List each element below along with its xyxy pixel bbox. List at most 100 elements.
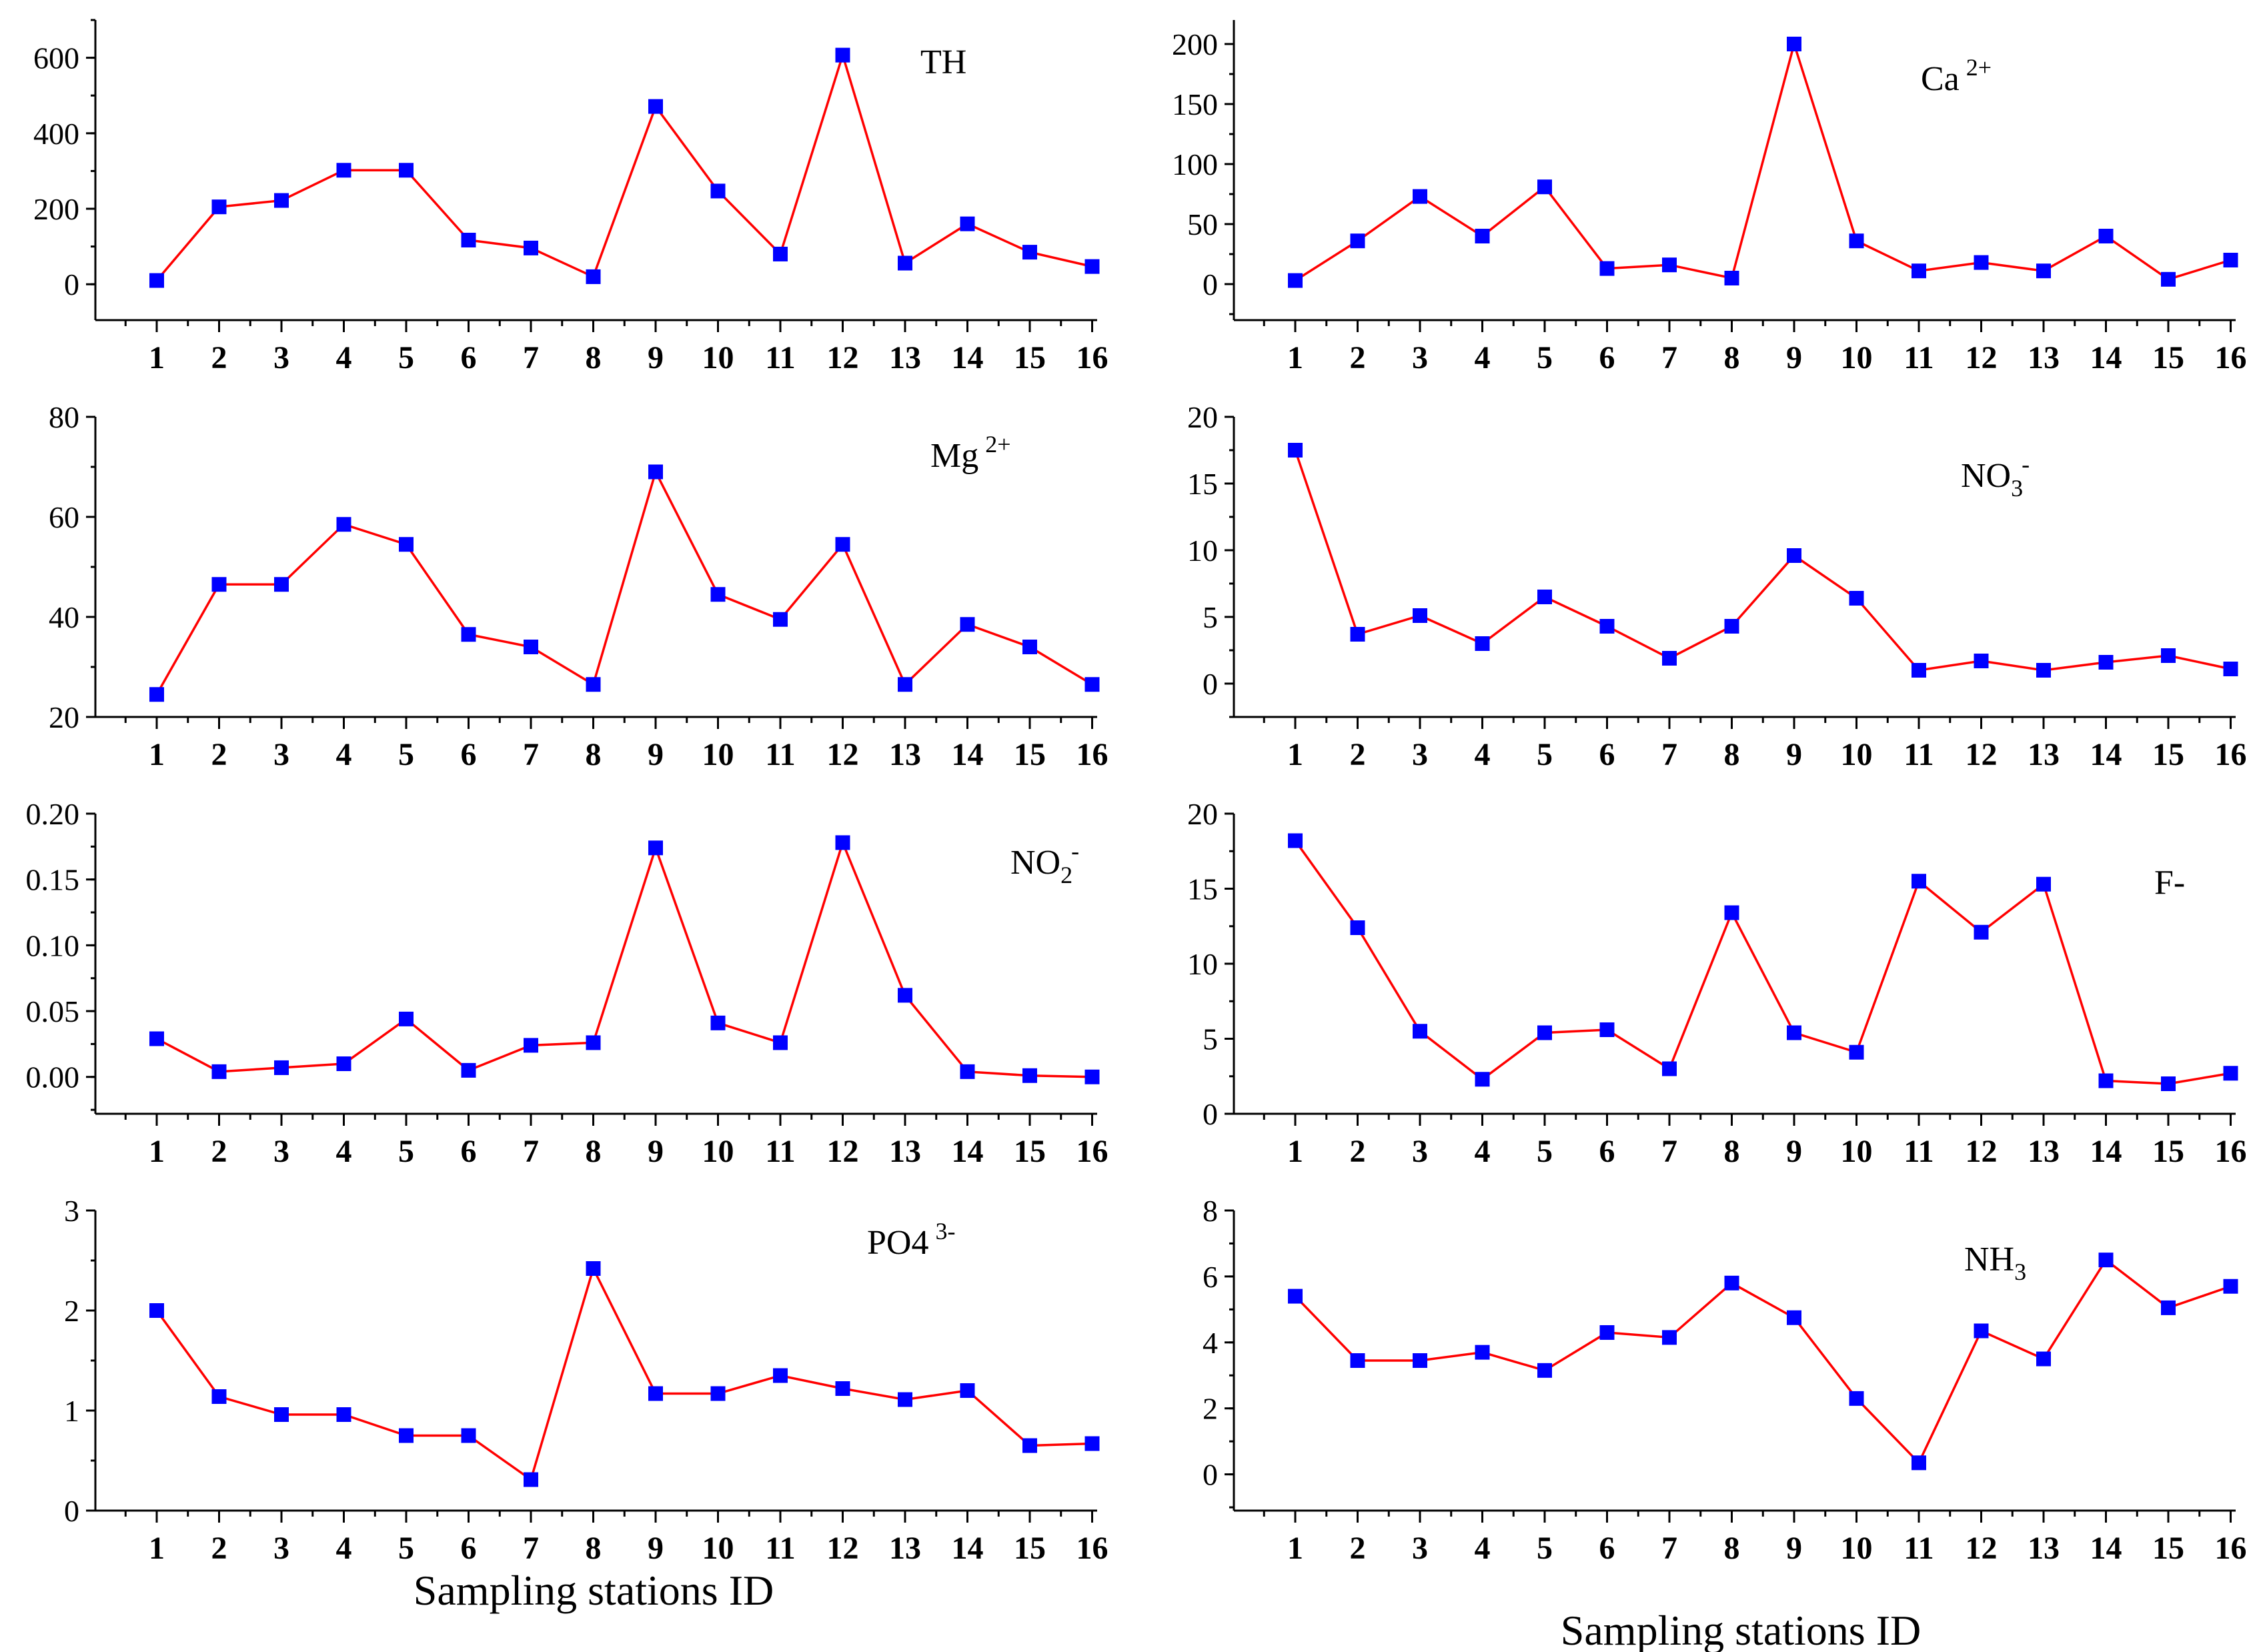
x-tick-label: 7 [1661, 737, 1677, 772]
x-tick-label: 12 [827, 1531, 859, 1566]
data-point [1849, 233, 1864, 249]
data-point [1288, 1289, 1303, 1304]
data-point [149, 687, 164, 702]
data-point [898, 677, 912, 692]
y-tick-label: 0 [1203, 1458, 1218, 1492]
panel-label-no2: NO2- [1010, 838, 1079, 888]
series-line [155, 1265, 1092, 1482]
x-tick-label: 4 [1475, 1134, 1491, 1169]
data-point [461, 1062, 476, 1078]
data-point [461, 1428, 476, 1443]
x-tick-label: 15 [2152, 737, 2184, 772]
data-point [1475, 636, 1490, 651]
data-point [586, 269, 601, 284]
series-line [1294, 450, 2231, 672]
x-tick-label: 16 [2215, 737, 2247, 772]
x-tick-label: 3 [1412, 737, 1428, 772]
data-point [1599, 261, 1615, 276]
data-point [2098, 655, 2114, 670]
y-tick-label: 200 [1172, 27, 1218, 61]
data-point [2036, 263, 2051, 279]
x-tick-label: 12 [827, 340, 859, 375]
x-tick-label: 13 [2028, 737, 2060, 772]
data-point [1413, 608, 1427, 623]
data-point [1662, 257, 1677, 273]
data-point [835, 1381, 850, 1396]
x-tick-label: 4 [1475, 340, 1491, 375]
x-tick-label: 9 [1786, 1134, 1802, 1169]
data-point [1475, 229, 1490, 243]
x-tick-label: 4 [336, 1134, 352, 1169]
y-tick-label: 10 [1187, 534, 1218, 568]
x-tick-label: 2 [211, 1531, 227, 1566]
data-point [336, 1407, 351, 1422]
x-tick-label: 11 [765, 737, 795, 772]
data-point [2161, 1076, 2176, 1091]
data-point [1724, 905, 1739, 920]
data-point [1787, 1025, 1801, 1040]
data-point [1537, 590, 1552, 604]
x-tick-label: 1 [1287, 340, 1303, 375]
x-tick-label: 15 [1014, 1531, 1046, 1566]
data-point [648, 464, 663, 480]
data-point [524, 640, 538, 654]
data-point [648, 1386, 663, 1401]
x-tick-label: 1 [149, 737, 165, 772]
data-point [524, 1038, 538, 1053]
data-point [211, 199, 227, 215]
y-tick-label: 600 [33, 41, 79, 75]
y-tick-label: 20 [49, 700, 79, 734]
data-point [524, 240, 538, 255]
x-tick-label: 3 [273, 1134, 289, 1169]
x-tick-label: 13 [889, 340, 921, 375]
x-tick-label: 14 [2090, 340, 2122, 375]
data-point [1974, 654, 1989, 668]
data-point [1475, 1345, 1490, 1360]
x-tick-label: 12 [1966, 1531, 1998, 1566]
data-point [149, 1303, 164, 1318]
series-line [155, 468, 1093, 696]
x-tick-label: 3 [273, 1531, 289, 1566]
data-point [898, 988, 912, 1003]
panel-label-no3: NO3- [1961, 451, 2030, 502]
data-point [211, 1064, 227, 1079]
x-tick-label: 2 [1350, 737, 1366, 772]
x-axis-label-left: Sampling stations ID [414, 1567, 774, 1614]
x-tick-label: 9 [648, 340, 664, 375]
x-tick-label: 11 [1904, 1531, 1934, 1566]
y-tick-label: 1 [64, 1394, 79, 1428]
data-point [2036, 663, 2051, 678]
x-tick-label: 5 [398, 737, 414, 772]
x-tick-label: 16 [2215, 1134, 2247, 1169]
data-point [461, 233, 476, 247]
data-point [648, 840, 663, 856]
y-tick-label: 4 [1203, 1326, 1218, 1360]
x-tick-label: 11 [1904, 340, 1934, 375]
data-point [399, 1428, 414, 1443]
y-tick-label: 0 [1203, 267, 1218, 301]
data-point [399, 537, 414, 552]
data-point [1537, 179, 1552, 195]
data-point [524, 1472, 538, 1487]
x-tick-label: 10 [702, 737, 734, 772]
chart-no2: 0.000.050.100.150.201 2 3 4 5 6 7 8 9 10 11 12 13 14 1… [26, 797, 1108, 1169]
x-tick-label: 6 [461, 737, 477, 772]
x-tick-label: 8 [1724, 1531, 1740, 1566]
x-tick-label: 9 [1786, 340, 1802, 375]
data-point [2036, 876, 2051, 892]
data-point [1787, 548, 1801, 563]
x-tick-label: 1 [149, 1134, 165, 1169]
x-tick-label: 10 [702, 1531, 734, 1566]
data-point [1599, 1022, 1615, 1037]
x-tick-label: 15 [2152, 340, 2184, 375]
y-tick-label: 200 [33, 192, 79, 226]
y-tick-label: 10 [1187, 947, 1218, 981]
x-tick-label: 16 [1076, 1134, 1108, 1169]
x-tick-label: 5 [398, 1134, 414, 1169]
x-tick-label: 6 [1599, 737, 1615, 772]
y-tick-label: 0 [64, 267, 79, 301]
